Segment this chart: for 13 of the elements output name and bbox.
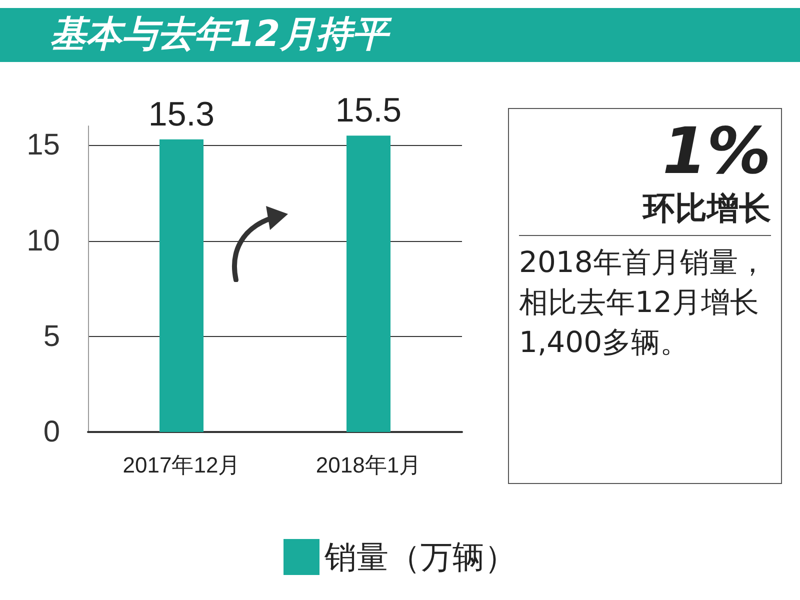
y-tick-label: 10: [26, 224, 60, 258]
chart-title: 基本与去年12月持平: [0, 8, 800, 62]
x-tick-label: 2018年1月: [316, 452, 422, 478]
text: 1%: [661, 115, 771, 189]
data-label: 15.5: [335, 92, 402, 130]
x-tick-label: 2017年12月: [122, 452, 240, 478]
text: 环比增长: [519, 187, 771, 236]
legend-label: 销量（万辆）: [324, 539, 516, 575]
y-tick-label: 0: [43, 416, 60, 448]
y-tick-label: 15: [26, 128, 60, 162]
text: 2018年首月销量，相比去年12月增长1,400多辆。: [519, 244, 768, 361]
y-tick-label: 5: [43, 320, 60, 353]
data-label: 15.3: [148, 95, 215, 134]
